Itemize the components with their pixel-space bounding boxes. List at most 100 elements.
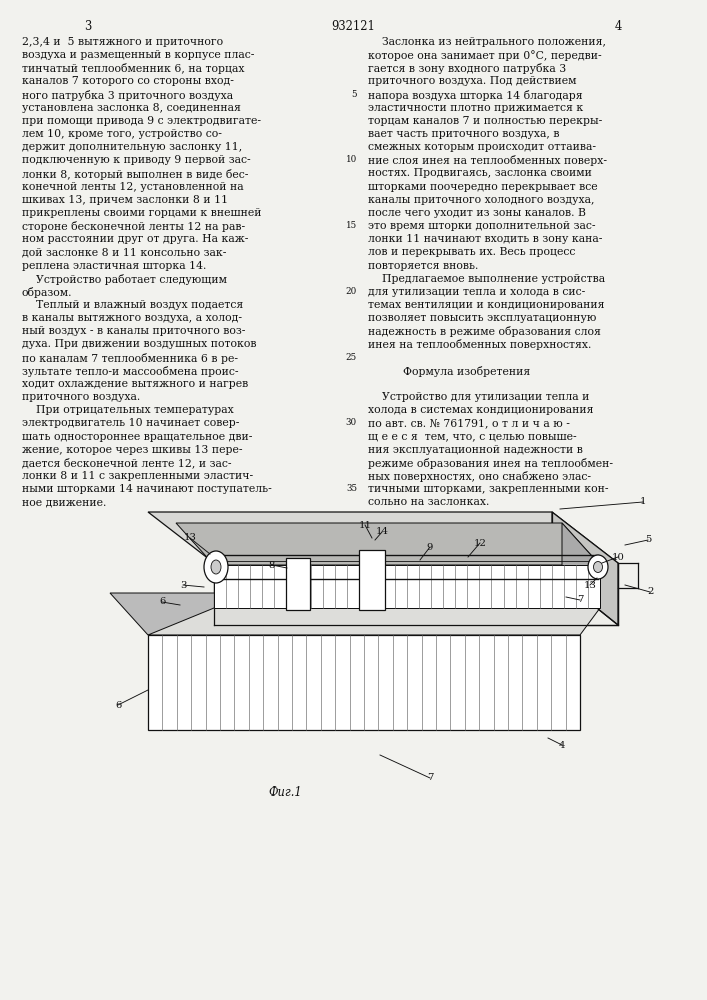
Text: 30: 30 <box>346 418 357 427</box>
Polygon shape <box>148 512 618 563</box>
Text: 3: 3 <box>180 580 186 589</box>
Text: 6: 6 <box>115 700 121 710</box>
Polygon shape <box>562 523 600 608</box>
Text: гается в зону входного патрубка 3: гается в зону входного патрубка 3 <box>368 63 566 74</box>
Text: 2: 2 <box>647 587 653 596</box>
Text: шторками поочередно перекрывает все: шторками поочередно перекрывает все <box>368 182 597 192</box>
Text: ного патрубка 3 приточного воздуха: ного патрубка 3 приточного воздуха <box>22 90 233 101</box>
Text: 2,3,4 и  5 вытяжного и приточного: 2,3,4 и 5 вытяжного и приточного <box>22 37 223 47</box>
Text: сольно на заслонках.: сольно на заслонках. <box>368 497 489 507</box>
Text: режиме образования инея на теплообмен-: режиме образования инея на теплообмен- <box>368 458 613 469</box>
Text: смежных которым происходит оттаива-: смежных которым происходит оттаива- <box>368 142 596 152</box>
Text: 4: 4 <box>559 740 566 750</box>
Text: ния эксплуатационной надежности в: ния эксплуатационной надежности в <box>368 445 583 455</box>
Text: при помощи привода 9 с электродвигате-: при помощи привода 9 с электродвигате- <box>22 116 261 126</box>
Text: шкивах 13, причем заслонки 8 и 11: шкивах 13, причем заслонки 8 и 11 <box>22 195 228 205</box>
Text: ном расстоянии друг от друга. На каж-: ном расстоянии друг от друга. На каж- <box>22 234 248 244</box>
Text: установлена заслонка 8, соединенная: установлена заслонка 8, соединенная <box>22 103 241 113</box>
Text: вает часть приточного воздуха, в: вает часть приточного воздуха, в <box>368 129 559 139</box>
Text: 10: 10 <box>346 155 357 164</box>
Text: 3: 3 <box>84 20 92 33</box>
Text: лов и перекрывать их. Весь процесс: лов и перекрывать их. Весь процесс <box>368 247 575 257</box>
Text: реплена эластичная шторка 14.: реплена эластичная шторка 14. <box>22 261 206 271</box>
Text: шать одностороннее вращательное дви-: шать одностороннее вращательное дви- <box>22 432 252 442</box>
Text: 4: 4 <box>614 20 621 33</box>
Text: прикреплены своими горцами к внешней: прикреплены своими горцами к внешней <box>22 208 262 218</box>
Text: лонки 8, который выполнен в виде бес-: лонки 8, который выполнен в виде бес- <box>22 168 248 180</box>
Text: конечной ленты 12, установленной на: конечной ленты 12, установленной на <box>22 182 244 192</box>
Text: 12: 12 <box>474 538 486 548</box>
Polygon shape <box>552 512 618 625</box>
Text: напора воздуха шторка 14 благодаря: напора воздуха шторка 14 благодаря <box>368 90 583 101</box>
Polygon shape <box>214 565 600 608</box>
Text: жение, которое через шкивы 13 пере-: жение, которое через шкивы 13 пере- <box>22 445 243 455</box>
Text: 14: 14 <box>375 528 389 536</box>
Text: 10: 10 <box>612 552 624 562</box>
Text: Фиг.1: Фиг.1 <box>268 786 302 798</box>
Bar <box>286 558 310 610</box>
Text: 13: 13 <box>583 580 597 589</box>
Text: 20: 20 <box>346 287 357 296</box>
Text: надежность в режиме образования слоя: надежность в режиме образования слоя <box>368 326 601 337</box>
Text: ние слоя инея на теплообменных поверх-: ние слоя инея на теплообменных поверх- <box>368 155 607 166</box>
Ellipse shape <box>211 560 221 574</box>
Text: приточного воздуха. Под действием: приточного воздуха. Под действием <box>368 76 576 86</box>
Text: лем 10, кроме того, устройство со-: лем 10, кроме того, устройство со- <box>22 129 222 139</box>
Text: 5: 5 <box>351 90 357 99</box>
Polygon shape <box>542 593 580 730</box>
Text: стороне бесконечной ленты 12 на рав-: стороне бесконечной ленты 12 на рав- <box>22 221 245 232</box>
Text: лонки 8 и 11 с закрепленными эластич-: лонки 8 и 11 с закрепленными эластич- <box>22 471 253 481</box>
Text: которое она занимает при 0°С, передви-: которое она занимает при 0°С, передви- <box>368 50 602 61</box>
Text: повторяется вновь.: повторяется вновь. <box>368 261 479 271</box>
Text: 6: 6 <box>159 597 165 606</box>
Text: Устройство работает следующим: Устройство работает следующим <box>22 274 227 285</box>
Ellipse shape <box>588 555 608 579</box>
Text: ностях. Продвигаясь, заслонка своими: ностях. Продвигаясь, заслонка своими <box>368 168 592 178</box>
Text: торцам каналов 7 и полностью перекры-: торцам каналов 7 и полностью перекры- <box>368 116 602 126</box>
Text: ное движение.: ное движение. <box>22 497 106 507</box>
Polygon shape <box>214 563 618 625</box>
Text: электродвигатель 10 начинает совер-: электродвигатель 10 начинает совер- <box>22 418 240 428</box>
Text: 7: 7 <box>577 595 583 604</box>
Text: в каналы вытяжного воздуха, а холод-: в каналы вытяжного воздуха, а холод- <box>22 313 242 323</box>
Text: после чего уходит из зоны каналов. В: после чего уходит из зоны каналов. В <box>368 208 586 218</box>
Text: держит дополнительную заслонку 11,: держит дополнительную заслонку 11, <box>22 142 243 152</box>
Text: 13: 13 <box>184 534 197 542</box>
Text: эластичности плотно прижимается к: эластичности плотно прижимается к <box>368 103 583 113</box>
Text: воздуха и размещенный в корпусе плас-: воздуха и размещенный в корпусе плас- <box>22 50 255 60</box>
Text: 15: 15 <box>346 221 357 230</box>
Text: ходит охлаждение вытяжного и нагрев: ходит охлаждение вытяжного и нагрев <box>22 379 248 389</box>
Text: каналов 7 которого со стороны вход-: каналов 7 которого со стороны вход- <box>22 76 234 86</box>
Text: 7: 7 <box>427 774 433 782</box>
Text: по авт. св. № 761791, о т л и ч а ю -: по авт. св. № 761791, о т л и ч а ю - <box>368 418 570 428</box>
Text: тинчатый теплообменник 6, на торцах: тинчатый теплообменник 6, на торцах <box>22 63 245 74</box>
Polygon shape <box>148 635 580 730</box>
Text: инея на теплообменных поверхностях.: инея на теплообменных поверхностях. <box>368 339 591 350</box>
Text: 11: 11 <box>358 520 371 530</box>
Text: холода в системах кондиционирования: холода в системах кондиционирования <box>368 405 593 415</box>
Text: 9: 9 <box>427 542 433 552</box>
Polygon shape <box>110 593 580 635</box>
Text: ными шторками 14 начинают поступатель-: ными шторками 14 начинают поступатель- <box>22 484 271 494</box>
Text: Теплый и влажный воздух подается: Теплый и влажный воздух подается <box>22 300 243 310</box>
Text: 1: 1 <box>640 497 646 506</box>
Text: Заслонка из нейтрального положения,: Заслонка из нейтрального положения, <box>368 37 606 47</box>
Text: подключенную к приводу 9 первой зас-: подключенную к приводу 9 первой зас- <box>22 155 250 165</box>
Ellipse shape <box>204 551 228 583</box>
Text: При отрицательных температурах: При отрицательных температурах <box>22 405 234 415</box>
Text: 5: 5 <box>645 536 651 544</box>
Text: ный воздух - в каналы приточного воз-: ный воздух - в каналы приточного воз- <box>22 326 245 336</box>
Text: 35: 35 <box>346 484 357 493</box>
Polygon shape <box>148 608 600 635</box>
Text: ных поверхностях, оно снабжено элас-: ных поверхностях, оно снабжено элас- <box>368 471 591 482</box>
Ellipse shape <box>593 562 602 572</box>
Text: дой заслонке 8 и 11 консольно зак-: дой заслонке 8 и 11 консольно зак- <box>22 247 226 257</box>
Text: по каналам 7 теплообменника 6 в ре-: по каналам 7 теплообменника 6 в ре- <box>22 353 238 364</box>
Bar <box>359 550 385 610</box>
Text: щ е е с я  тем, что, с целью повыше-: щ е е с я тем, что, с целью повыше- <box>368 432 577 442</box>
Text: Формула изобретения: Формула изобретения <box>368 366 530 377</box>
Text: для утилизации тепла и холода в сис-: для утилизации тепла и холода в сис- <box>368 287 585 297</box>
Text: Устройство для утилизации тепла и: Устройство для утилизации тепла и <box>368 392 590 402</box>
Text: зультате тепло-и массообмена проис-: зультате тепло-и массообмена проис- <box>22 366 238 377</box>
Text: лонки 11 начинают входить в зону кана-: лонки 11 начинают входить в зону кана- <box>368 234 602 244</box>
